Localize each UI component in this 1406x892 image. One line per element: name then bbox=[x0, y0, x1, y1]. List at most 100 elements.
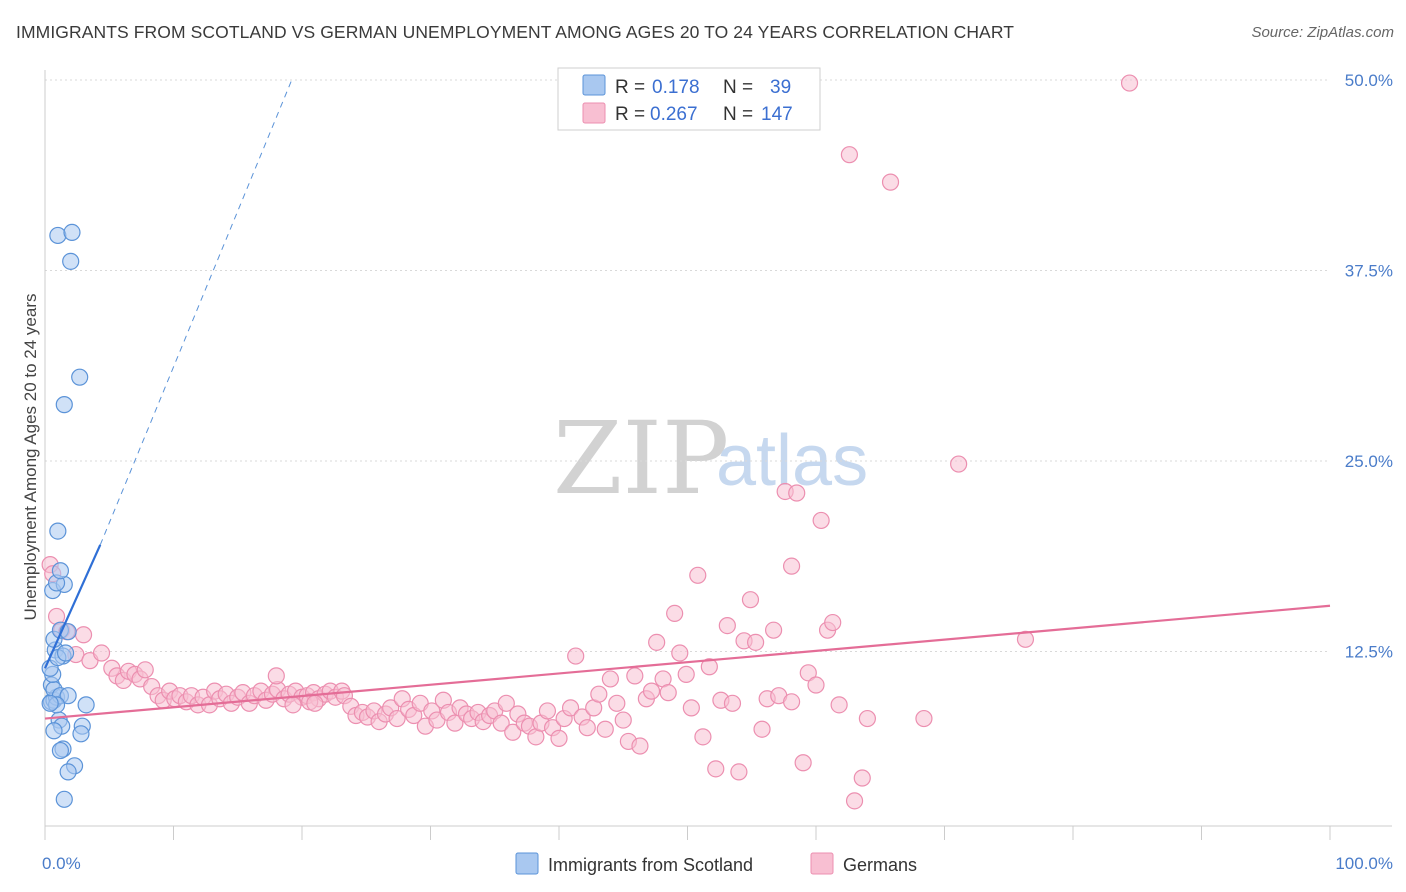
germans-point-117 bbox=[700, 658, 718, 676]
germans-point-134 bbox=[799, 664, 817, 682]
chart-title: IMMIGRANTS FROM SCOTLAND VS GERMAN UNEMP… bbox=[16, 22, 1015, 42]
germans-point-50 bbox=[267, 667, 285, 685]
scotland-point-37 bbox=[77, 696, 95, 714]
y-tick-labels: 12.5% 25.0% 37.5% 50.0% bbox=[1345, 71, 1393, 662]
germans-point-100 bbox=[601, 670, 620, 688]
germans-point-148 bbox=[1120, 74, 1139, 92]
germans-point-149 bbox=[782, 557, 801, 575]
legend-r-value-germans: 0.267 bbox=[650, 104, 698, 125]
germans-point-108 bbox=[648, 633, 666, 651]
germans-point-146 bbox=[950, 455, 968, 473]
germans-point-132 bbox=[788, 484, 806, 502]
scotland-point-22 bbox=[62, 252, 80, 270]
scotland-point-36 bbox=[41, 694, 59, 712]
germans-point-83 bbox=[504, 723, 522, 741]
chart-source: Source: ZipAtlas.com bbox=[1251, 24, 1394, 41]
germans-point-144 bbox=[881, 173, 900, 191]
x-tick-labels: 0.0% 100.0% bbox=[42, 854, 1393, 873]
legend-n-value-scotland: 39 bbox=[770, 77, 791, 98]
scotland-point-28 bbox=[45, 722, 63, 740]
germans-point-140 bbox=[845, 792, 864, 810]
germans-point-82 bbox=[497, 694, 515, 712]
germans-point-143 bbox=[858, 709, 877, 728]
watermark-zip: ZIP bbox=[553, 400, 729, 517]
germans-point-118 bbox=[707, 760, 725, 778]
x-tick-label-0: 0.0% bbox=[42, 854, 81, 873]
germans-point-131 bbox=[782, 693, 801, 711]
germans-point-145 bbox=[915, 709, 933, 728]
germans-point-105 bbox=[631, 737, 649, 755]
germans-point-113 bbox=[677, 665, 695, 683]
grid-lines bbox=[45, 79, 1330, 652]
scotland-point-20 bbox=[55, 396, 73, 414]
bottom-legend-swatch-scotland bbox=[515, 852, 539, 875]
y-tick-label-3: 50.0% bbox=[1345, 71, 1393, 90]
legend-swatch-germans bbox=[582, 102, 606, 124]
germans-point-135 bbox=[807, 676, 825, 694]
germans-point-121 bbox=[723, 694, 742, 712]
scotland-point-31 bbox=[51, 741, 70, 760]
germans-point-93 bbox=[561, 699, 580, 717]
germans-point-125 bbox=[747, 633, 765, 651]
legend-swatch-scotland bbox=[582, 74, 606, 96]
germans-point-15 bbox=[136, 661, 154, 679]
germans-point-139 bbox=[830, 696, 848, 714]
trendlines bbox=[43, 79, 1331, 720]
germans-point-5 bbox=[74, 626, 93, 644]
germans-point-102 bbox=[614, 711, 632, 729]
germans-point-101 bbox=[608, 694, 626, 712]
bottom-legend: Immigrants from Scotland Germans bbox=[515, 852, 917, 875]
germans-point-91 bbox=[550, 729, 568, 747]
germans-point-128 bbox=[764, 621, 783, 639]
scotland-point-21 bbox=[71, 368, 89, 386]
y-axis-title: Unemployment Among Ages 20 to 24 years bbox=[21, 294, 40, 621]
bottom-legend-label-scotland: Immigrants from Scotland bbox=[548, 855, 753, 875]
legend-r-label-germans: R = bbox=[615, 104, 645, 125]
legend-n-label-germans: N = bbox=[723, 104, 753, 125]
scotland-trendline bbox=[43, 544, 102, 669]
series-immigrants-from-scotland bbox=[41, 223, 95, 808]
germans-point-110 bbox=[659, 684, 677, 702]
scotland-point-34 bbox=[55, 790, 73, 808]
scotland-trendline-extension bbox=[99, 79, 293, 546]
legend: R = 0.178 N = 39 R = 0.267 N = 147 bbox=[557, 67, 821, 131]
germans-point-94 bbox=[567, 647, 585, 665]
legend-r-value-scotland: 0.178 bbox=[652, 77, 700, 98]
scotland-point-29 bbox=[72, 725, 90, 743]
germans-point-124 bbox=[741, 591, 760, 609]
legend-n-label-scotland: N = bbox=[723, 77, 753, 98]
y-tick-label-1: 25.0% bbox=[1345, 452, 1393, 471]
germans-point-53 bbox=[306, 694, 324, 712]
germans-point-111 bbox=[666, 604, 684, 623]
germans-point-142 bbox=[853, 769, 871, 787]
bottom-legend-swatch-germans bbox=[810, 852, 834, 875]
germans-point-99 bbox=[596, 720, 614, 738]
scotland-point-6 bbox=[59, 687, 77, 705]
germans-point-126 bbox=[753, 720, 771, 738]
scotland-point-18 bbox=[51, 562, 70, 580]
germans-point-52 bbox=[284, 696, 302, 714]
scotland-point-23 bbox=[49, 226, 67, 245]
germans-point-136 bbox=[812, 511, 830, 530]
germans-point-133 bbox=[794, 754, 812, 772]
y-tick-label-2: 37.5% bbox=[1345, 262, 1393, 281]
scotland-point-19 bbox=[49, 522, 67, 540]
x-tick-label-1: 100.0% bbox=[1335, 854, 1393, 873]
scotland-point-33 bbox=[59, 763, 77, 781]
scotland-point-24 bbox=[63, 223, 81, 241]
germans-point-147 bbox=[1016, 630, 1035, 648]
germans-point-8 bbox=[92, 644, 111, 662]
germans-point-73 bbox=[446, 714, 464, 732]
germans-point-98 bbox=[590, 685, 608, 703]
germans-point-141 bbox=[840, 146, 859, 164]
germans-point-138 bbox=[824, 613, 842, 632]
germans-point-104 bbox=[626, 667, 644, 685]
germans-point-116 bbox=[694, 728, 712, 746]
germans-point-63 bbox=[388, 709, 406, 728]
germans-trendline bbox=[44, 604, 1331, 720]
germans-point-89 bbox=[538, 702, 557, 720]
germans-point-107 bbox=[642, 682, 661, 700]
germans-point-120 bbox=[718, 616, 736, 635]
germans-point-96 bbox=[578, 719, 596, 737]
